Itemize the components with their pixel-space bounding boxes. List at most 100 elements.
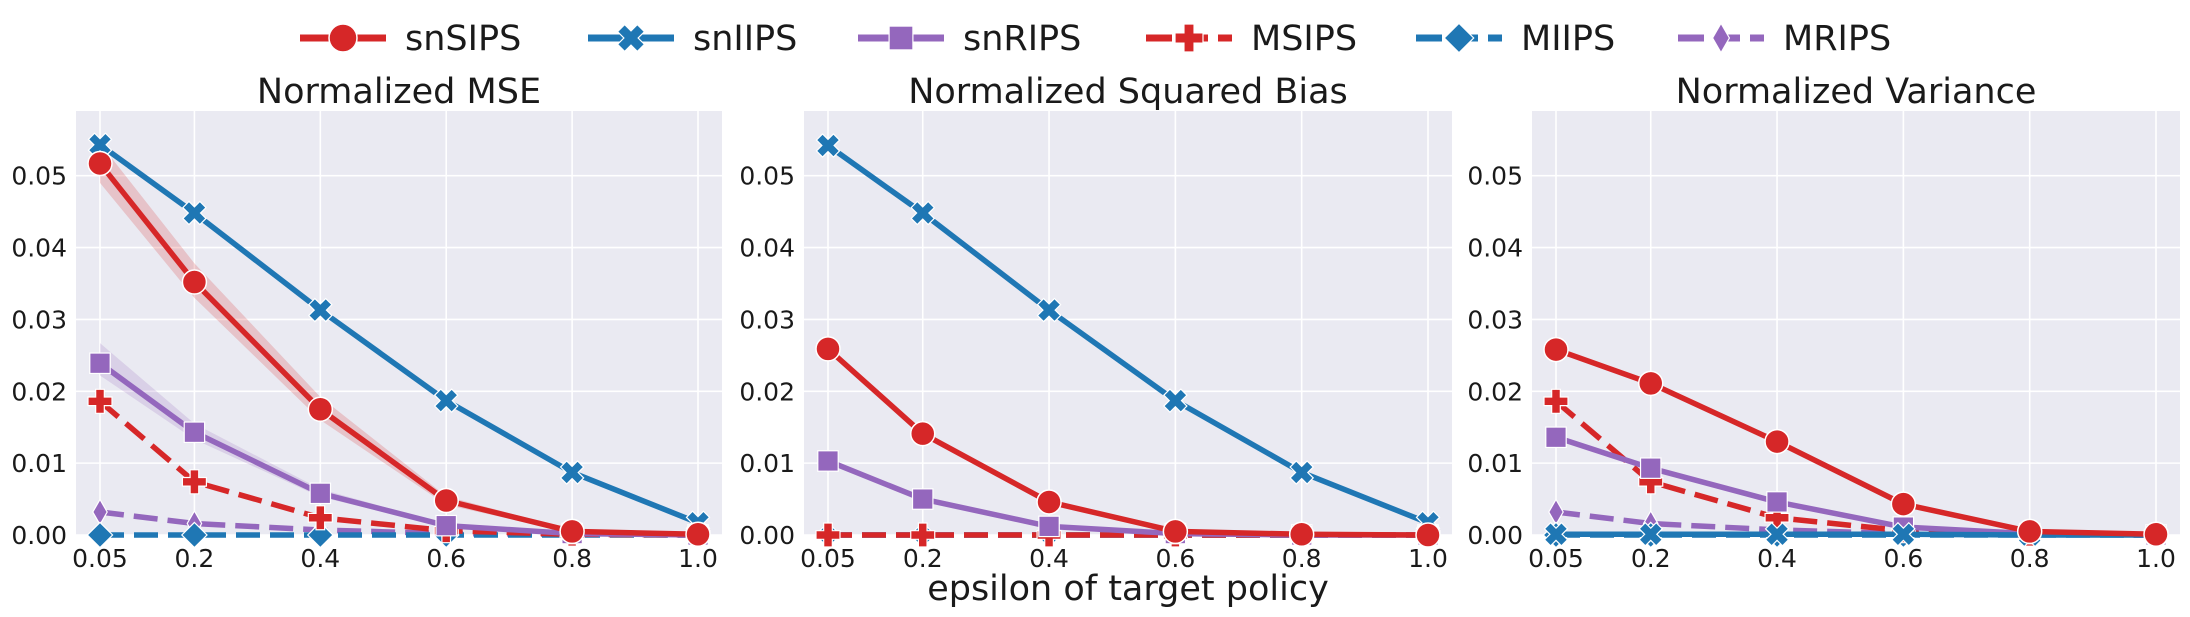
data-point-sniips bbox=[1543, 521, 1569, 547]
y-tick-label: 0.00 bbox=[11, 521, 67, 550]
legend-label-mrips: MRIPS bbox=[1783, 19, 1891, 59]
data-layer bbox=[814, 133, 1442, 549]
data-point-sniips bbox=[910, 200, 936, 226]
legend-entry-mrips: MRIPS bbox=[1678, 19, 1891, 59]
data-point-snsips bbox=[1415, 522, 1441, 548]
subplot-normalized-squared-bias: Normalized Squared Bias 0.00 0.01 0.02 0.03 0… bbox=[739, 72, 1452, 573]
legend-label-msips: MSIPS bbox=[1251, 19, 1357, 59]
data-point-msips bbox=[307, 505, 333, 531]
legend-marker-msips bbox=[1174, 23, 1204, 53]
x-tick-label: 0.4 bbox=[1029, 544, 1069, 573]
data-point-snsips bbox=[2016, 518, 2043, 545]
legend-entry-snsips: snSIPS bbox=[300, 19, 521, 59]
data-point-sniips bbox=[1764, 521, 1790, 547]
y-tick-label: 0.05 bbox=[11, 162, 67, 191]
data-point-snsips bbox=[1162, 518, 1189, 545]
plot-area bbox=[1532, 111, 2180, 535]
data-point-snsips bbox=[1764, 428, 1790, 455]
subplot-title: Normalized Variance bbox=[1676, 72, 2037, 112]
legend-label-snrips: snRIPS bbox=[963, 19, 1081, 59]
y-tick-label: 0.03 bbox=[739, 305, 795, 334]
y-tick-label: 0.01 bbox=[11, 449, 67, 478]
data-point-snrips bbox=[183, 421, 206, 444]
x-tick-label: 0.8 bbox=[2010, 544, 2050, 573]
legend-label-miips: MIIPS bbox=[1521, 19, 1615, 59]
series-sniips bbox=[815, 133, 1441, 536]
y-tick-label: 0.01 bbox=[739, 449, 795, 478]
data-point-sniips bbox=[182, 200, 207, 226]
y-tick-label: 0.00 bbox=[739, 521, 795, 550]
legend-marker-sniips bbox=[616, 23, 646, 53]
data-point-miips bbox=[86, 521, 114, 549]
legend-entry-msips: MSIPS bbox=[1146, 19, 1357, 59]
data-point-msips bbox=[87, 388, 113, 414]
y-tick-label: 0.04 bbox=[1467, 234, 1523, 263]
data-point-snsips bbox=[559, 518, 585, 545]
y-tick-label: 0.00 bbox=[1467, 521, 1523, 550]
legend-entry-snrips: snRIPS bbox=[858, 19, 1081, 59]
y-tick-label: 0.05 bbox=[1467, 162, 1523, 191]
x-tick-label: 0.4 bbox=[1757, 544, 1797, 573]
x-tick-label: 0.8 bbox=[552, 544, 592, 573]
series-snsips bbox=[1543, 336, 2169, 548]
x-tick-label: 0.2 bbox=[1631, 544, 1671, 573]
series-snsips bbox=[87, 150, 711, 548]
x-tick-label: 0.6 bbox=[1883, 544, 1923, 573]
data-point-sniips bbox=[815, 133, 841, 158]
x-tick-label: 0.05 bbox=[1528, 544, 1584, 573]
data-point-sniips bbox=[1289, 460, 1315, 485]
data-point-sniips bbox=[1890, 521, 1916, 547]
data-point-snrips bbox=[89, 352, 111, 375]
y-tick-label: 0.04 bbox=[739, 234, 795, 263]
legend-entry-sniips: snIIPS bbox=[588, 19, 797, 59]
y-tick-label: 0.02 bbox=[11, 377, 67, 406]
data-point-miips bbox=[180, 521, 208, 549]
subplot-normalized-mse: Normalized MSE 0.00 0.01 0.02 0.03 0.04 0.05 0.… bbox=[11, 72, 722, 573]
y-tick-label: 0.01 bbox=[1467, 449, 1523, 478]
plot-area bbox=[804, 111, 1452, 535]
legend-entry-miips: MIIPS bbox=[1416, 19, 1615, 59]
x-tick-label: 1.0 bbox=[678, 544, 718, 573]
x-tick-label: 0.2 bbox=[175, 544, 215, 573]
x-tick-label: 0.05 bbox=[800, 544, 856, 573]
data-point-snrips bbox=[1639, 457, 1662, 479]
subplot-normalized-variance: Normalized Variance 0.00 0.01 0.02 0.03 0.04 0… bbox=[1467, 72, 2180, 573]
data-point-snrips bbox=[309, 482, 332, 505]
data-point-snsips bbox=[685, 521, 711, 548]
data-point-snsips bbox=[909, 420, 936, 447]
series-sniips bbox=[87, 132, 711, 536]
data-point-msips bbox=[815, 522, 841, 548]
data-point-sniips bbox=[1162, 388, 1188, 414]
legend-label-sniips: snIIPS bbox=[693, 19, 797, 59]
data-point-snrips bbox=[1545, 426, 1567, 449]
series-line-sniips bbox=[826, 143, 1430, 526]
data-point-snsips bbox=[1036, 489, 1062, 515]
legend-marker-miips bbox=[1443, 22, 1475, 54]
subplot-title: Normalized MSE bbox=[257, 72, 541, 112]
legend-marker-mrips bbox=[1711, 22, 1731, 54]
series-line-snsips bbox=[97, 161, 699, 538]
y-tick-label: 0.02 bbox=[1467, 377, 1523, 406]
data-point-sniips bbox=[307, 297, 333, 323]
data-point-snsips bbox=[815, 336, 841, 362]
data-point-snrips bbox=[435, 514, 458, 537]
data-point-msips bbox=[1543, 388, 1569, 414]
subplots: Normalized MSE0.000.010.020.030.040.050.… bbox=[11, 72, 2180, 573]
x-tick-label: 0.6 bbox=[426, 544, 466, 573]
x-tick-label: 1.0 bbox=[2136, 544, 2176, 573]
data-point-sniips bbox=[1638, 521, 1664, 547]
data-layer bbox=[86, 132, 712, 549]
data-point-snsips bbox=[181, 269, 208, 295]
data-point-snrips bbox=[1766, 491, 1788, 513]
confidence-band-snrips bbox=[100, 343, 698, 535]
x-tick-label: 0.8 bbox=[1282, 544, 1322, 573]
series-line-snsips bbox=[1555, 346, 2157, 538]
data-point-snsips bbox=[87, 150, 113, 177]
data-point-sniips bbox=[1036, 297, 1062, 323]
y-tick-label: 0.03 bbox=[11, 305, 67, 334]
x-tick-label: 0.2 bbox=[903, 544, 943, 573]
data-point-snsips bbox=[1288, 521, 1315, 548]
series-line-snsips bbox=[826, 346, 1429, 538]
series-line-sniips bbox=[1556, 531, 2156, 538]
